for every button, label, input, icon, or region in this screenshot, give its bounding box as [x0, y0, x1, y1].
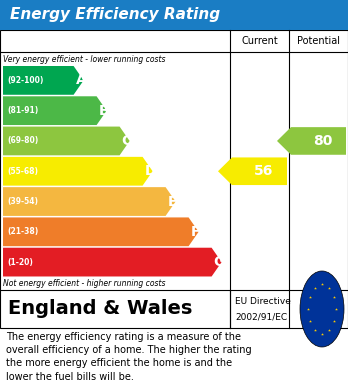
Polygon shape	[3, 217, 199, 246]
Text: E: E	[168, 195, 177, 208]
Text: (69-80): (69-80)	[7, 136, 38, 145]
Text: (81-91): (81-91)	[7, 106, 38, 115]
Text: (55-68): (55-68)	[7, 167, 38, 176]
Text: B: B	[98, 104, 109, 118]
Text: A: A	[76, 74, 86, 87]
Text: 80: 80	[313, 134, 332, 148]
Text: Potential: Potential	[297, 36, 340, 46]
Text: 56: 56	[254, 164, 273, 178]
Polygon shape	[3, 66, 84, 95]
Text: F: F	[191, 225, 200, 239]
Text: (92-100): (92-100)	[7, 76, 44, 85]
Text: England & Wales: England & Wales	[8, 300, 192, 319]
Text: Not energy efficient - higher running costs: Not energy efficient - higher running co…	[3, 280, 166, 289]
Text: (39-54): (39-54)	[7, 197, 38, 206]
Polygon shape	[277, 127, 346, 155]
Polygon shape	[3, 96, 106, 125]
Polygon shape	[3, 157, 153, 186]
Text: EU Directive: EU Directive	[235, 297, 291, 306]
Polygon shape	[218, 158, 287, 185]
Text: 2002/91/EC: 2002/91/EC	[235, 312, 287, 321]
Text: (21-38): (21-38)	[7, 227, 38, 236]
Text: The energy efficiency rating is a measure of the
overall efficiency of a home. T: The energy efficiency rating is a measur…	[6, 332, 252, 382]
Text: Current: Current	[241, 36, 278, 46]
Polygon shape	[3, 127, 129, 155]
Bar	[0, 30, 348, 328]
Text: Very energy efficient - lower running costs: Very energy efficient - lower running co…	[3, 54, 166, 63]
Text: G: G	[214, 255, 225, 269]
Text: D: D	[145, 164, 156, 178]
Text: C: C	[121, 134, 132, 148]
Polygon shape	[3, 187, 176, 216]
Text: (1-20): (1-20)	[7, 258, 33, 267]
Polygon shape	[3, 248, 222, 276]
Bar	[0, 0, 348, 30]
Ellipse shape	[300, 271, 344, 347]
Text: Energy Efficiency Rating: Energy Efficiency Rating	[10, 7, 221, 23]
